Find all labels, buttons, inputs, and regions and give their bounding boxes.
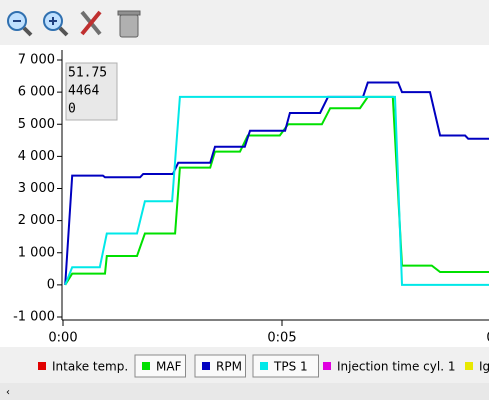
legend-swatch xyxy=(260,362,268,370)
toolbar xyxy=(0,0,489,45)
legend-swatch xyxy=(38,362,46,370)
y-tick-label: 0 xyxy=(47,277,55,292)
settings-button[interactable] xyxy=(80,10,102,36)
legend-item[interactable]: Injection time cyl. 1 xyxy=(323,360,455,374)
y-tick-label: 6 000 xyxy=(18,85,55,100)
delete-button[interactable] xyxy=(117,10,141,38)
y-tick-label: 4 000 xyxy=(18,149,55,164)
x-tick-label: 0:10 xyxy=(486,331,489,346)
readout-value: 0 xyxy=(68,102,76,117)
legend-label: Ig xyxy=(479,360,489,374)
legend-item[interactable]: RPM xyxy=(194,354,246,378)
readout-value: 4464 xyxy=(68,84,99,99)
zoom-in-button[interactable] xyxy=(43,11,69,37)
x-tick-label: 0:05 xyxy=(267,331,296,346)
legend-item-selected xyxy=(252,354,319,378)
readout-value: 51.75 xyxy=(68,66,107,81)
scrollbar[interactable] xyxy=(0,383,489,400)
legend-label: Injection time cyl. 1 xyxy=(337,360,455,374)
legend-item[interactable]: MAF xyxy=(134,354,186,378)
y-tick-label: -1 000 xyxy=(13,310,55,325)
legend-swatch xyxy=(202,362,210,370)
legend-swatch xyxy=(465,362,473,370)
y-tick-label: 5 000 xyxy=(18,117,55,132)
series-line xyxy=(64,95,489,286)
y-tick-label: 3 000 xyxy=(18,181,55,196)
series-line xyxy=(64,81,489,285)
zoom-out-button[interactable] xyxy=(7,11,33,37)
y-tick-label: 1 000 xyxy=(18,245,55,260)
legend-item[interactable]: TPS 1 xyxy=(252,354,319,378)
legend-item[interactable]: Ig xyxy=(465,360,489,374)
legend: Intake temp. MAF RPM TPS 1 Injection time cy… xyxy=(38,354,489,378)
value-readout xyxy=(65,62,118,121)
plot: 7 000 6 000 5 000 4 000 3 000 2 000 1 000 0 -1 0… xyxy=(13,50,489,346)
legend-label: MAF xyxy=(156,360,182,374)
legend-label: Intake temp. xyxy=(52,360,128,374)
legend-label: RPM xyxy=(216,360,242,374)
legend-swatch xyxy=(142,362,150,370)
legend-item[interactable]: Intake temp. xyxy=(38,360,128,374)
x-tick-label: 0:00 xyxy=(48,331,77,346)
legend-label: TPS 1 xyxy=(273,360,308,374)
y-tick-label: 7 000 xyxy=(18,53,55,68)
legend-item-selected xyxy=(134,354,186,378)
legend-item-selected xyxy=(194,354,246,378)
y-tick-label: 2 000 xyxy=(18,213,55,228)
scroll-left-arrow[interactable]: ‹ xyxy=(6,387,10,398)
legend-swatch xyxy=(323,362,331,370)
